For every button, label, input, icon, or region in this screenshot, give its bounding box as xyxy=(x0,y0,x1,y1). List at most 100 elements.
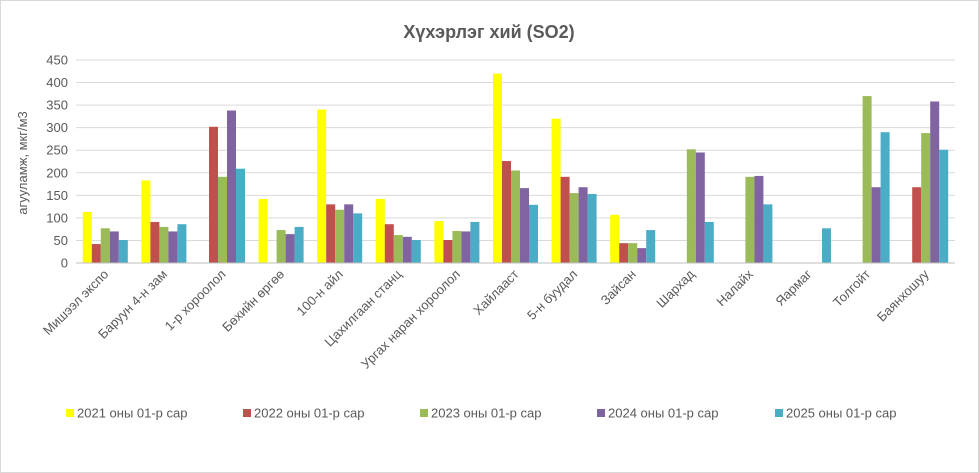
bar xyxy=(704,221,714,263)
bar xyxy=(578,187,588,263)
bar xyxy=(434,221,444,263)
x-category-label: Яармаг xyxy=(772,266,814,308)
bar xyxy=(317,109,327,263)
bar xyxy=(628,243,638,263)
y-tick-label: 0 xyxy=(61,256,68,271)
legend-swatch xyxy=(775,409,783,417)
x-category-label: Хайлааст xyxy=(470,266,521,317)
bar xyxy=(393,235,403,263)
bar xyxy=(218,176,227,263)
bar xyxy=(470,221,480,263)
bar xyxy=(520,188,529,263)
legend-label: 2023 оны 01-р сар xyxy=(431,406,542,421)
bar xyxy=(285,234,295,263)
bar xyxy=(375,198,385,263)
bar xyxy=(118,239,128,263)
bar xyxy=(822,228,831,263)
bar xyxy=(276,230,286,263)
bar xyxy=(82,212,92,263)
bar xyxy=(258,198,268,263)
x-category-label: Зайсан xyxy=(598,267,639,308)
bar xyxy=(637,248,647,263)
y-tick-label: 150 xyxy=(46,188,68,203)
bar xyxy=(511,170,520,263)
bar xyxy=(619,243,629,263)
legend-item: 2022 оны 01-р сар xyxy=(243,406,365,421)
legend-label: 2022 оны 01-р сар xyxy=(254,406,365,421)
bar xyxy=(551,118,561,264)
bar xyxy=(335,209,345,263)
legend-item: 2024 оны 01-р сар xyxy=(597,406,719,421)
bar xyxy=(880,132,890,263)
bar xyxy=(912,187,922,263)
bar xyxy=(109,231,119,263)
bar xyxy=(236,168,245,263)
chart-title: Хүхэрлэг хий (SO2) xyxy=(403,22,574,42)
bar xyxy=(921,133,931,263)
y-tick-label: 400 xyxy=(46,75,68,90)
y-tick-label: 350 xyxy=(46,98,68,113)
bar xyxy=(686,149,696,263)
bar xyxy=(100,228,110,263)
x-category-label: 5-н буудал xyxy=(524,267,580,323)
y-tick-label: 100 xyxy=(46,210,68,225)
bar xyxy=(177,224,187,263)
bar xyxy=(461,231,471,263)
x-category-label: Налайх xyxy=(713,266,756,309)
bar xyxy=(411,239,421,263)
x-category-label: Ургах наран хороолол xyxy=(358,267,463,372)
bar xyxy=(745,176,755,263)
legend-swatch xyxy=(597,409,605,417)
bar xyxy=(452,230,462,263)
bar xyxy=(502,161,511,263)
bar xyxy=(560,176,570,263)
bar xyxy=(150,221,160,263)
y-tick-label: 50 xyxy=(54,233,68,248)
x-category-label: Шархад xyxy=(653,266,697,310)
bar xyxy=(91,244,101,263)
bar xyxy=(294,226,304,263)
y-axis-ticks: 0 50 100 150 200 250 300 350 400 450 xyxy=(46,53,68,271)
legend-swatch xyxy=(243,409,251,417)
y-tick-label: 450 xyxy=(46,53,68,68)
legend-swatch xyxy=(66,409,74,417)
bar xyxy=(168,231,178,263)
bar xyxy=(344,204,354,263)
legend-swatch xyxy=(420,409,428,417)
x-category-label: Толгойт xyxy=(830,266,873,309)
bar xyxy=(569,193,579,263)
legend-item: 2023 оны 01-р сар xyxy=(420,406,542,421)
bar xyxy=(587,193,597,263)
bar xyxy=(326,204,336,263)
x-category-label: Бөхийн өргөө xyxy=(219,267,287,335)
bar xyxy=(529,204,538,263)
x-category-label: 100-н айл xyxy=(294,267,346,319)
legend-label: 2021 оны 01-р сар xyxy=(77,406,188,421)
bar xyxy=(141,180,151,263)
bar xyxy=(930,101,940,263)
bar xyxy=(443,239,453,263)
y-tick-label: 250 xyxy=(46,143,68,158)
bar xyxy=(763,204,773,263)
legend-label: 2024 оны 01-р сар xyxy=(608,406,719,421)
bar xyxy=(227,110,236,263)
bar xyxy=(384,224,394,263)
x-category-label: Баянхошуу xyxy=(874,266,932,324)
bar xyxy=(939,149,949,263)
legend: 2021 оны 01-р сар 2022 оны 01-р сар 2023 о… xyxy=(66,406,897,421)
bar xyxy=(493,73,502,264)
bar xyxy=(402,236,412,263)
legend-item: 2025 оны 01-р сар xyxy=(775,406,897,421)
legend-item: 2021 оны 01-р сар xyxy=(66,406,188,421)
bar xyxy=(871,187,881,263)
y-tick-label: 200 xyxy=(46,165,68,180)
y-axis-label: агууламж, мкг/м3 xyxy=(15,111,30,215)
y-tick-label: 300 xyxy=(46,120,68,135)
bar xyxy=(159,226,169,263)
bar xyxy=(209,126,218,264)
bar xyxy=(646,230,656,263)
bar xyxy=(695,152,705,263)
bar xyxy=(862,96,872,263)
